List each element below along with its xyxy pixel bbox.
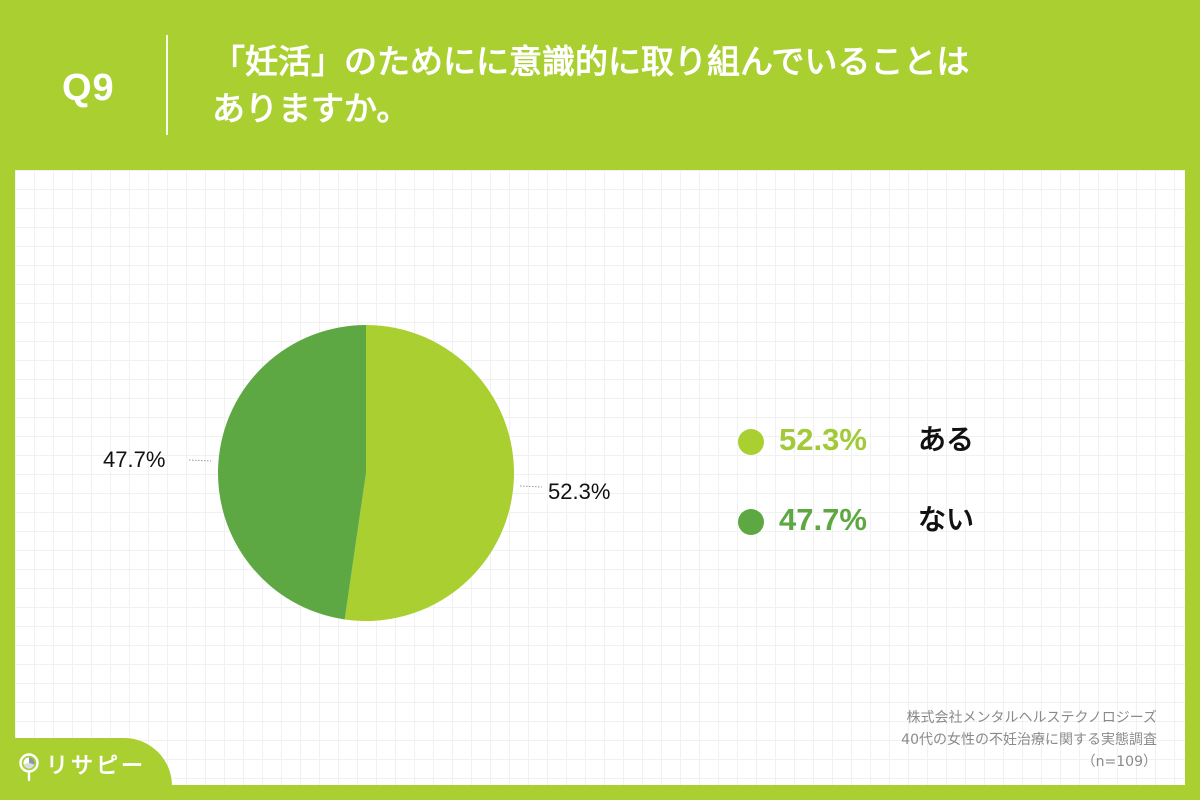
- leader-line-no: [188, 459, 212, 462]
- logo: リサピー: [18, 752, 146, 782]
- question-line-1: 「妊活」のためにに意識的に取り組んでいることは: [212, 42, 970, 81]
- pie-chart: [188, 325, 543, 621]
- leader-line-yes: [519, 485, 543, 488]
- slice-label-no: 47.7%: [103, 447, 166, 472]
- header: Q9 「妊活」のためにに意識的に取り組んでいることは ありますか。: [0, 0, 1200, 170]
- legend-label-no: ない: [918, 503, 975, 536]
- legend-dot-no-icon: [738, 509, 764, 535]
- question-title: 「妊活」のためにに意識的に取り組んでいることは ありますか。: [212, 38, 1112, 132]
- logo-tab: [0, 738, 172, 800]
- source-note: 株式会社メンタルヘルステクノロジーズ 40代の女性の不妊治療に関する実態調査 （…: [901, 707, 1157, 773]
- chart-panel: 47.7% 52.3% 52.3% ある 47.7% ない 株式会社メンタルヘル…: [15, 170, 1185, 785]
- question-number: Q9: [62, 67, 115, 109]
- question-line-2: ありますか。: [212, 89, 410, 128]
- legend-label-yes: ある: [918, 423, 975, 456]
- map-pin-pie-icon: [19, 753, 39, 782]
- source-sample-size: （n=109）: [1081, 754, 1157, 770]
- legend-percent-no: 47.7%: [779, 502, 867, 537]
- legend-item-yes: 52.3% ある: [738, 420, 1038, 460]
- pie-slice-no: [217, 325, 366, 620]
- legend-percent-yes: 52.3%: [779, 422, 867, 457]
- header-divider: [166, 35, 168, 135]
- pie-slice-yes: [344, 325, 514, 621]
- legend-dot-yes-icon: [738, 429, 764, 455]
- logo-text: リサピー: [46, 754, 147, 779]
- source-company: 株式会社メンタルヘルステクノロジーズ: [906, 710, 1157, 726]
- source-survey: 40代の女性の不妊治療に関する実態調査: [901, 732, 1157, 748]
- slice-label-yes: 52.3%: [548, 479, 611, 504]
- legend-item-no: 47.7% ない: [738, 500, 1038, 540]
